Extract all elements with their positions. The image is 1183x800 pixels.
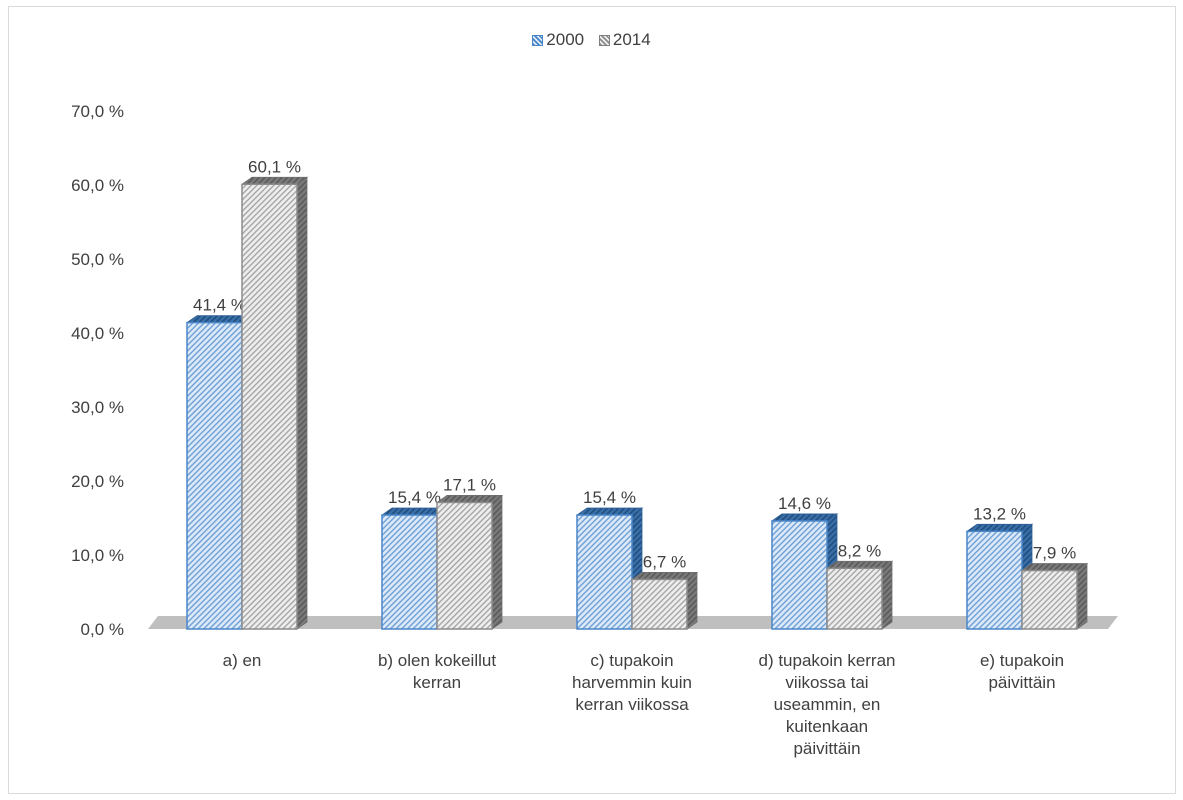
bar-front bbox=[436, 501, 493, 630]
bar-top bbox=[435, 495, 504, 503]
data-label-2014-0: 60,1 % bbox=[248, 157, 301, 176]
data-label-2000-3: 14,6 % bbox=[778, 494, 831, 513]
y-tick-label: 50,0 % bbox=[71, 250, 124, 269]
data-label-2014-3: 8,2 % bbox=[838, 541, 881, 560]
data-label-2000-0: 41,4 % bbox=[193, 296, 246, 315]
bar-front bbox=[381, 514, 438, 630]
bar-2014-1 bbox=[435, 494, 504, 630]
bar-2014-2 bbox=[630, 571, 699, 630]
bar-side bbox=[491, 494, 503, 630]
bar-top bbox=[770, 513, 839, 522]
bar-side bbox=[881, 560, 893, 630]
legend-item-series-0: 2000 bbox=[532, 30, 584, 50]
y-tick-label: 70,0 % bbox=[71, 102, 124, 121]
y-tick-label: 10,0 % bbox=[71, 546, 124, 565]
y-tick-label: 60,0 % bbox=[71, 176, 124, 195]
bar-front bbox=[241, 183, 298, 630]
bar-top bbox=[1020, 563, 1089, 571]
data-label-2014-2: 6,7 % bbox=[643, 552, 686, 571]
legend-item-series-1: 2014 bbox=[598, 30, 651, 50]
bar-front bbox=[631, 578, 688, 630]
bar-front bbox=[1021, 569, 1078, 630]
data-label-2000-4: 13,2 % bbox=[973, 504, 1026, 523]
bar-2014-3 bbox=[825, 560, 894, 630]
legend-label-series-1: 2014 bbox=[612, 30, 651, 49]
bar-top bbox=[825, 560, 894, 569]
data-label-2014-4: 7,9 % bbox=[1033, 544, 1076, 563]
category-label-1: b) olen kokeillut kerran bbox=[378, 651, 496, 692]
bar-front bbox=[966, 530, 1023, 630]
bar-front bbox=[186, 321, 243, 630]
bar-front bbox=[576, 514, 633, 630]
legend-swatch-series-1 bbox=[598, 34, 610, 46]
bar-front bbox=[826, 567, 883, 630]
bar-side bbox=[1076, 562, 1088, 630]
y-tick-label: 30,0 % bbox=[71, 398, 124, 417]
legend-label-series-0: 2000 bbox=[546, 30, 585, 49]
bar-top bbox=[965, 523, 1034, 532]
bar-top bbox=[575, 507, 644, 516]
data-label-2014-1: 17,1 % bbox=[443, 475, 496, 494]
category-label-2: c) tupakoin harvemmin kuin kerran viikossa bbox=[572, 651, 692, 714]
data-label-2000-1: 15,4 % bbox=[388, 488, 441, 507]
chart-legend: 2000 2014 bbox=[0, 30, 1183, 51]
category-label-4: e) tupakoin päivittäin bbox=[980, 651, 1064, 692]
bar-top bbox=[240, 176, 309, 185]
y-tick-label: 0,0 % bbox=[81, 620, 124, 639]
data-label-2000-2: 15,4 % bbox=[583, 488, 636, 507]
category-label-3: d) tupakoin kerran viikossa tai useammin, … bbox=[758, 651, 895, 758]
bar-side bbox=[296, 176, 308, 630]
legend-swatch-series-0 bbox=[532, 34, 544, 46]
bar-2014-4 bbox=[1020, 562, 1089, 630]
bar-2014-0 bbox=[240, 176, 309, 630]
y-tick-label: 40,0 % bbox=[71, 324, 124, 343]
bar-top bbox=[630, 572, 699, 580]
bar-side bbox=[686, 571, 698, 630]
category-label-0: a) en bbox=[223, 651, 262, 670]
bar-front bbox=[771, 520, 828, 630]
y-tick-label: 20,0 % bbox=[71, 472, 124, 491]
